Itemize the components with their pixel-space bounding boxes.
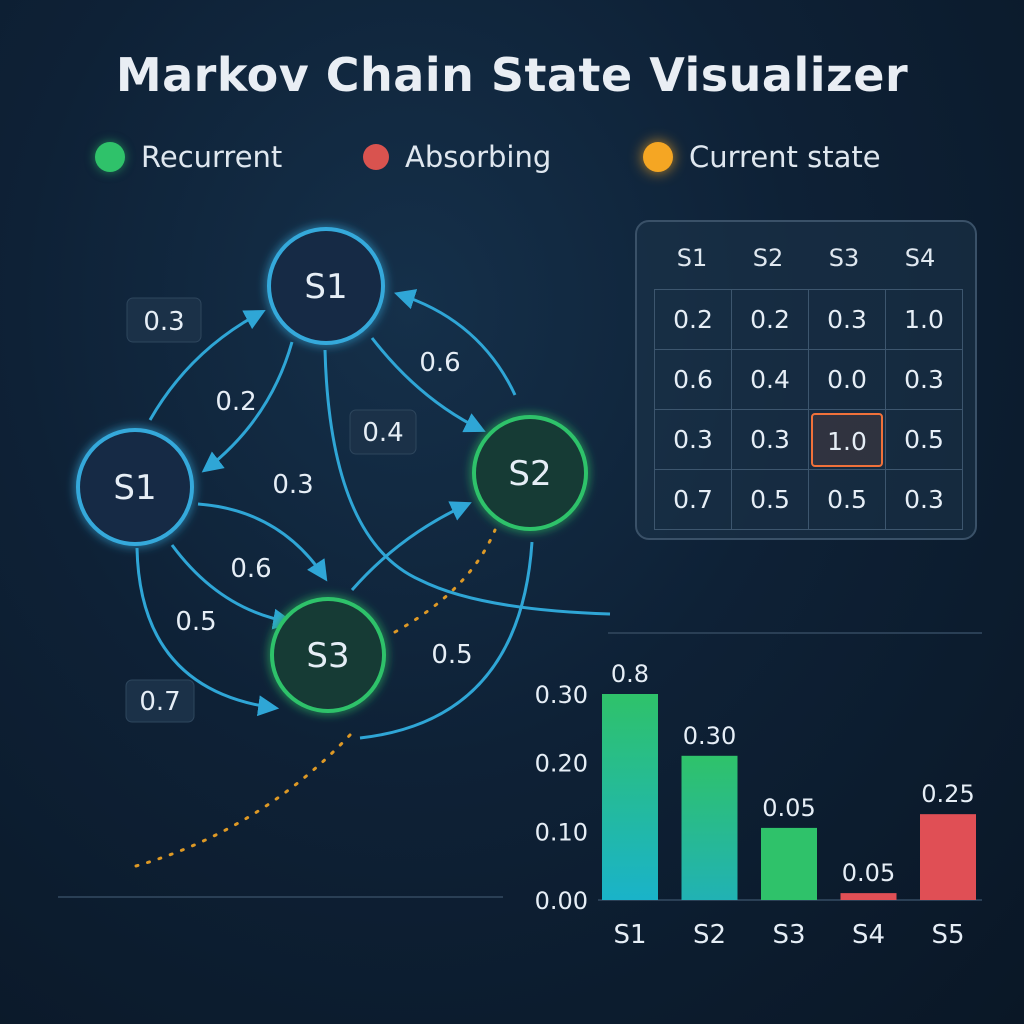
edge-label-3: 0.4 [362, 418, 403, 448]
bar-s1 [602, 694, 658, 900]
node-top [267, 227, 385, 345]
bar-s4 [840, 893, 897, 900]
matrix-row: 0.7 0.5 0.5 0.3 [654, 469, 963, 530]
absorbing-dot-icon [363, 144, 389, 170]
legend-current-state: Current state [643, 140, 881, 174]
matrix-header-2: S3 [828, 244, 860, 272]
node-left [76, 428, 194, 546]
matrix-cell: 0.3 [654, 409, 732, 470]
edge-label-2: 0.6 [419, 348, 460, 378]
matrix-cell: 0.5 [731, 469, 809, 530]
edge-top-long-curve [323, 349, 611, 616]
matrix-header-1: S2 [752, 244, 784, 272]
matrix-cell: 0.3 [885, 469, 963, 530]
matrix-cell: 0.2 [731, 289, 809, 350]
node-bottom [270, 597, 386, 713]
bar-data-label: 0.05 [842, 859, 895, 887]
transition-matrix: 0.2 0.2 0.3 1.0 0.6 0.4 0.0 0.3 0.3 0.3 … [654, 289, 963, 530]
x-tick-label: S2 [693, 920, 726, 950]
node-top-label: S1 [304, 267, 347, 307]
edge-label-4: 0.3 [272, 470, 313, 500]
matrix-header-3: S4 [904, 244, 936, 272]
matrix-cell: 0.5 [808, 469, 886, 530]
node-right [472, 415, 588, 531]
legend-absorbing-label: Absorbing [405, 140, 552, 174]
y-tick-label: 0.30 [535, 681, 588, 709]
edge-label-5: 0.6 [230, 554, 271, 584]
edge-left-to-bottom-outer [135, 547, 280, 717]
highlighted-value: 1.0 [811, 412, 883, 467]
recurrent-dot-icon [95, 142, 125, 172]
y-tick-label: 0.10 [535, 818, 588, 846]
node-left-label: S1 [113, 468, 156, 508]
edge-label-6: 0.5 [175, 607, 216, 637]
matrix-cell: 1.0 [885, 289, 963, 350]
x-tick-label: S4 [852, 920, 885, 950]
legend-recurrent-label: Recurrent [141, 140, 283, 174]
x-tick-label: S3 [772, 920, 805, 950]
edge-label-0: 0.3 [143, 307, 184, 337]
y-tick-label: 0.00 [535, 887, 588, 915]
matrix-header-0: S1 [676, 244, 708, 272]
edge-right-to-bottom [359, 541, 534, 740]
matrix-cell-highlighted: 1.0 [808, 409, 886, 470]
edge-label-7: 0.5 [431, 640, 472, 670]
matrix-cell: 0.3 [885, 349, 963, 410]
matrix-cell: 0.5 [885, 409, 963, 470]
matrix-cell: 0.2 [654, 289, 732, 350]
matrix-row: 0.3 0.3 1.0 0.5 [654, 409, 963, 470]
legend-current-label: Current state [689, 140, 881, 174]
matrix-row: 0.2 0.2 0.3 1.0 [654, 289, 963, 350]
edge-right-to-top [393, 289, 517, 396]
edge-top-to-right [370, 337, 486, 433]
y-tick-label: 0.20 [535, 750, 588, 778]
legend-recurrent: Recurrent [95, 140, 282, 174]
matrix-row: 0.6 0.4 0.0 0.3 [654, 349, 963, 410]
page-title: Markov Chain State Visualizer [115, 48, 909, 102]
node-bottom-label: S3 [306, 636, 349, 676]
bar-s3 [761, 827, 817, 900]
matrix-cell: 0.7 [654, 469, 732, 530]
bar-s2 [681, 755, 738, 900]
edge-left-to-bottom-inner [170, 544, 295, 630]
edge-label-8: 0.7 [139, 687, 180, 717]
bar-data-label: 0.05 [762, 794, 815, 822]
matrix-cell: 0.3 [731, 409, 809, 470]
transition-matrix-panel: S1 S2 S3 S4 0.2 0.2 0.3 1.0 0.6 0.4 0.0 … [635, 220, 977, 540]
legend-absorbing: Absorbing [363, 140, 551, 174]
edge-top-to-left [201, 341, 294, 473]
matrix-cell: 0.4 [731, 349, 809, 410]
x-tick-label: S5 [931, 920, 964, 950]
bar-s5 [920, 814, 976, 900]
bar-data-label: 0.30 [683, 722, 736, 750]
node-right-label: S2 [508, 454, 551, 494]
edge-left-to-top [148, 310, 266, 421]
bar-data-label: 0.25 [921, 780, 974, 808]
x-tick-label: S1 [613, 920, 646, 950]
bar-data-label: 0.8 [611, 660, 649, 688]
current-state-dot-icon [643, 142, 673, 172]
edge-label-1: 0.2 [215, 387, 256, 417]
edge-bottom-to-right [350, 501, 472, 591]
edge-left-to-bottom [197, 502, 328, 582]
